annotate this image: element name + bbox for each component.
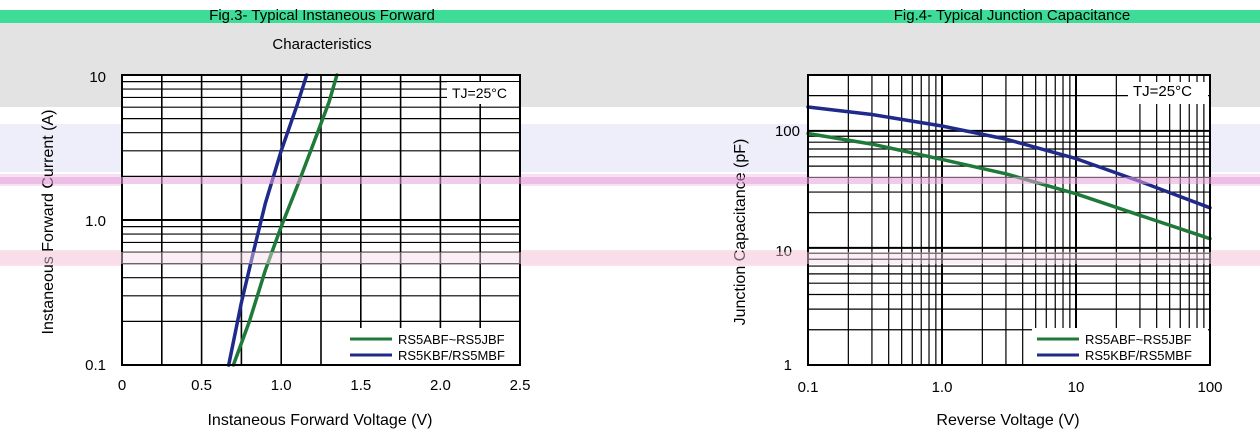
- legend-box-fig4: [1032, 328, 1208, 364]
- series-line-green-fig4: [806, 131, 1212, 241]
- ytick-label-1-fig4: 1: [784, 357, 792, 374]
- chart-fig4: TJ=25°C RS5ABF~RS5JBF RS5KBF/RS5MBF Fig.…: [732, 7, 1223, 429]
- ytick-label-10-fig3: 10: [89, 69, 106, 86]
- tj-box-fig4: [1128, 82, 1208, 104]
- series-line-green-fig3: [231, 73, 339, 367]
- ytick-label-1-fig3: 1.0: [85, 213, 106, 230]
- header-band: [0, 10, 1260, 23]
- legend-fig3: RS5ABF~RS5JBF RS5KBF/RS5MBF: [345, 328, 519, 364]
- magenta-band-overlay: [0, 177, 1260, 184]
- xlabel-fig3: Instaneous Forward Voltage (V): [207, 412, 432, 429]
- plot-area-fig4: [808, 75, 1210, 365]
- xtick-label-0.1-fig4: 0.1: [798, 379, 819, 396]
- title-fig3: Fig.3- Typical Instaneous Forward: [209, 7, 435, 24]
- tj-box-fig3: [447, 82, 519, 104]
- pink-band-overlay: [0, 252, 1260, 264]
- xlabel-fig4: Reverse Voltage (V): [936, 412, 1079, 429]
- legend-fig4: RS5ABF~RS5JBF RS5KBF/RS5MBF: [1032, 328, 1208, 364]
- xtick-label-0.5-fig3: 0.5: [191, 377, 212, 394]
- ylabel-fig3: Instaneous Forward Current (A): [40, 110, 57, 335]
- tj-annotation-fig4: TJ=25°C: [1133, 83, 1192, 100]
- legend-label-navy-fig3: RS5KBF/RS5MBF: [398, 348, 505, 363]
- xtick-label-2.5-fig3: 2.5: [510, 377, 531, 394]
- plot-frame-fig4: [807, 74, 1211, 366]
- tj-annotation-fig3: TJ=25°C: [452, 85, 507, 101]
- ytick-label-0.1-fig3: 0.1: [85, 357, 106, 374]
- title-fig4: Fig.4- Typical Junction Capacitance: [894, 7, 1131, 24]
- xtick-label-0-fig3: 0: [118, 377, 126, 394]
- series-line-navy-fig3: [226, 73, 309, 367]
- xtick-label-100-fig4: 100: [1197, 379, 1222, 396]
- subtitle-fig3: Characteristics: [272, 36, 371, 53]
- xtick-label-2.0-fig3: 2.0: [430, 377, 451, 394]
- xtick-label-1.0-fig3: 1.0: [271, 377, 292, 394]
- xtick-label-1.0-fig4: 1.0: [932, 379, 953, 396]
- legend-box-fig3: [345, 328, 519, 364]
- chart-fig3: TJ=25°C RS5ABF~RS5JBF RS5KBF/RS5MBF Fig.…: [40, 7, 530, 429]
- plot-frame-fig3: [121, 74, 521, 366]
- legend-label-green-fig4: RS5ABF~RS5JBF: [1085, 332, 1192, 347]
- ytick-label-10-fig4: 10: [775, 243, 792, 260]
- legend-label-green-fig3: RS5ABF~RS5JBF: [398, 332, 505, 347]
- xtick-label-10-fig4: 10: [1068, 379, 1085, 396]
- ytick-label-100-fig4: 100: [775, 123, 800, 140]
- curves-fig3: [226, 73, 339, 367]
- ylabel-fig4: Junction Capacitance (pF): [732, 139, 749, 326]
- xtick-label-1.5-fig3: 1.5: [350, 377, 371, 394]
- legend-label-navy-fig4: RS5KBF/RS5MBF: [1085, 348, 1192, 363]
